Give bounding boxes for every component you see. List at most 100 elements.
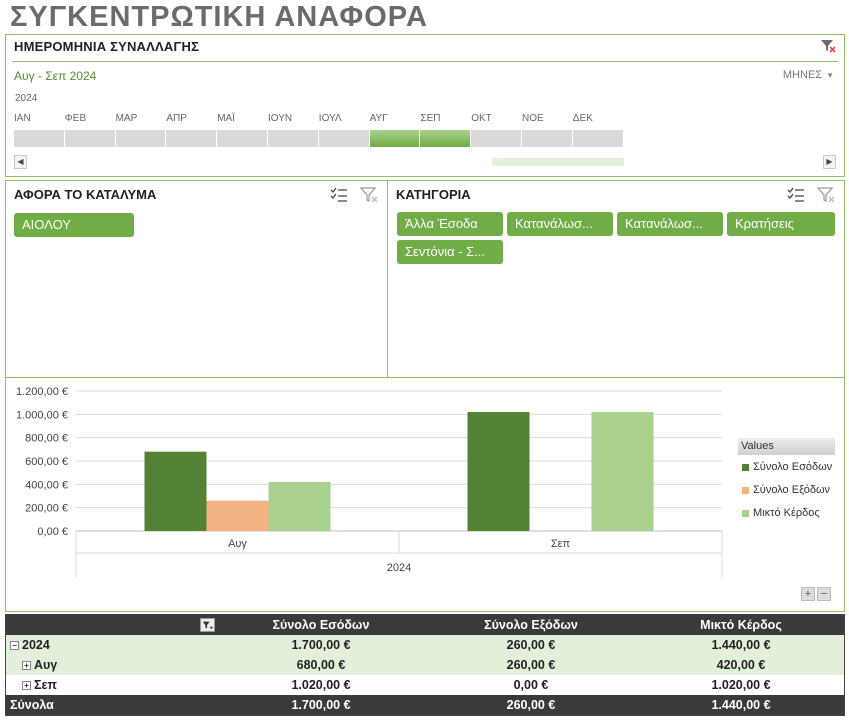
legend-swatch (742, 486, 749, 494)
bar-1-1 (144, 451, 207, 531)
timeline-month-label: ΙΟΥΛ (318, 113, 342, 124)
chevron-down-icon: ▼ (826, 71, 834, 80)
timeline-month-segment[interactable] (420, 130, 472, 147)
time-level-dropdown[interactable]: ΜΗΝΕΣ ▼ (783, 69, 834, 81)
timeline-month-segment[interactable] (217, 130, 268, 147)
scroll-left-icon[interactable]: ◀ (14, 155, 27, 169)
timeline-year: 2024 (15, 93, 38, 104)
x-group-label: 2024 (387, 562, 411, 574)
slicer-item-sheets[interactable]: Σεντόνια - Σ... (397, 240, 503, 264)
timeline-month-label: ΟΚΤ (471, 113, 492, 124)
scroll-right-icon[interactable]: ▶ (823, 155, 836, 169)
expand-button[interactable]: + (801, 587, 815, 601)
collapse-button[interactable]: − (817, 587, 831, 601)
slicer-category: ΚΑΤΗΓΟΡΙΑ Άλλα Έσοδα Κατανάλωσ... Κατανά… (387, 180, 845, 378)
pivot-row-labels-header (6, 615, 216, 635)
timeline-month-segment[interactable] (572, 130, 624, 147)
pivot-col-header: Μικτό Κέρδος (700, 618, 782, 632)
pivot-header-row: Σύνολο Εσόδων Σύνολο Εξόδων Μικτό Κέρδος (6, 615, 844, 635)
collapse-icon[interactable]: − (10, 641, 19, 651)
pivot-col-header: Σύνολο Εσόδων (272, 618, 370, 632)
timeline-month-label: ΝΟΕ (522, 113, 544, 124)
y-tick-label: 1.000,00 € (16, 409, 68, 421)
expand-icon[interactable]: + (22, 661, 31, 671)
timeline-month-segment[interactable] (369, 130, 421, 147)
pivot-total-label: Σύνολα (10, 698, 54, 712)
y-tick-label: 600,00 € (25, 456, 68, 468)
multi-select-icon[interactable] (786, 186, 806, 204)
pivot-cell: 1.440,00 € (711, 638, 771, 652)
pivot-cell: 1.440,00 € (711, 698, 771, 712)
clear-filter-icon[interactable] (359, 186, 379, 204)
timeline-month-segment[interactable] (318, 130, 370, 147)
timeline-month-segment[interactable] (14, 130, 65, 147)
slicer-item-consumption-2[interactable]: Κατανάλωσ... (617, 212, 723, 236)
legend-swatch (742, 463, 749, 471)
timeline-month-label: ΦΕΒ (64, 113, 87, 124)
legend-item-profit: Μικτό Κέρδος (742, 507, 820, 519)
legend-item-expenses: Σύνολο Εξόδων (742, 484, 830, 496)
legend-label: Σύνολο Εξόδων (753, 484, 831, 496)
timeline-month-segment[interactable] (64, 130, 116, 147)
timeline-month-label: ΜΑΡ (115, 113, 138, 124)
timeline-panel: ΗΜΕΡΟΜΗΝΙΑ ΣΥΝΑΛΛΑΓΗΣ Αυγ - Σεπ 2024 ΜΗΝ… (5, 34, 845, 177)
slicer-property: ΑΦΟΡΑ ΤΟ ΚΑΤΑΛΥΜΑ ΑΙΟΛΟΥ (5, 180, 388, 378)
timeline-month-label: ΔΕΚ (572, 113, 593, 124)
legend-title: Values (738, 438, 835, 455)
pivot-cell: 1.700,00 € (291, 638, 351, 652)
pivot-row-label: + Σεπ (6, 675, 216, 695)
bar-2-1 (206, 500, 269, 531)
timeline-month-labels: ΙΑΝ ΦΕΒ ΜΑΡ ΑΠΡ ΜΑΪ ΙΟΥΝ ΙΟΥΛ ΑΥΓ ΣΕΠ ΟΚΤ ΝΟΕ ΔΕΚ (14, 113, 624, 125)
timeline-month-segment[interactable] (471, 130, 522, 147)
legend-label: Μικτό Κέρδος (753, 507, 820, 519)
timeline-divider (12, 61, 838, 62)
x-tick-label: Σεπ (551, 538, 571, 550)
pivot-chart: 0,00 € 200,00 € 400,00 € 600,00 € 800,00 € 1.… (5, 377, 845, 612)
pivot-table: Σύνολο Εσόδων Σύνολο Εξόδων Μικτό Κέρδος… (5, 614, 845, 716)
pivot-row-label: −2024 (6, 635, 216, 655)
timeline-month-segment[interactable] (166, 130, 218, 147)
pivot-cell: 260,00 € (506, 638, 556, 652)
bar-3-2 (591, 412, 654, 531)
timeline-month-label: ΑΠΡ (166, 113, 187, 124)
pivot-cell: 260,00 € (506, 698, 556, 712)
y-tick-label: 800,00 € (25, 433, 68, 445)
pivot-cell: 0,00 € (513, 678, 549, 692)
multi-select-icon[interactable] (329, 186, 349, 204)
y-tick-label: 200,00 € (25, 503, 68, 515)
pivot-month-row: + Αυγ 680,00 € 260,00 € 420,00 € (6, 655, 844, 675)
slicer-item-other-income[interactable]: Άλλα Έσοδα (397, 212, 503, 236)
page-title: ΣΥΓΚΕΝΤΡΩΤΙΚΗ ΑΝΑΦΟΡΑ (10, 1, 428, 33)
slicer-item-bookings[interactable]: Κρατήσεις (727, 212, 835, 236)
pivot-cell: 1.700,00 € (291, 698, 351, 712)
timeline-month-label: ΑΥΓ (369, 113, 388, 124)
slicer-item-consumption-1[interactable]: Κατανάλωσ... (507, 212, 613, 236)
slicer-category-header: ΚΑΤΗΓΟΡΙΑ (396, 187, 471, 202)
timeline-month-segment[interactable] (522, 130, 573, 147)
pivot-col-header: Σύνολο Εξόδων (484, 618, 578, 632)
timeline-month-segment[interactable] (268, 130, 319, 147)
pivot-cell: 680,00 € (296, 658, 346, 672)
timeline-month-segment[interactable] (115, 130, 167, 147)
timeline-month-label: ΣΕΠ (420, 113, 441, 124)
pivot-cell: 1.020,00 € (711, 678, 771, 692)
timeline-header: ΗΜΕΡΟΜΗΝΙΑ ΣΥΝΑΛΛΑΓΗΣ (14, 39, 200, 54)
bar-3-1 (268, 482, 331, 531)
pivot-cell: 420,00 € (716, 658, 766, 672)
slicer-item-aiolou[interactable]: ΑΙΟΛΟΥ (14, 213, 134, 237)
clear-filter-icon[interactable] (816, 186, 836, 204)
y-tick-label: 0,00 € (37, 526, 68, 538)
pivot-year-row: −2024 1.700,00 € 260,00 € 1.440,00 € (6, 635, 844, 655)
legend-swatch (742, 509, 749, 517)
timeline-bar[interactable] (14, 130, 624, 147)
filter-dropdown-icon[interactable] (200, 618, 215, 632)
timeline-month-label: ΙΑΝ (14, 113, 31, 124)
timeline-range-label: Αυγ - Σεπ 2024 (14, 69, 97, 83)
timeline-month-label: ΜΑΪ (217, 113, 235, 124)
expand-icon[interactable]: + (22, 681, 31, 691)
x-tick-label: Αυγ (228, 538, 247, 550)
clear-filter-icon[interactable] (820, 39, 836, 53)
timeline-scrollbar[interactable]: ◀ ▶ (14, 155, 836, 169)
y-tick-label: 1.200,00 € (16, 386, 68, 398)
scrollbar-thumb[interactable] (492, 158, 624, 166)
